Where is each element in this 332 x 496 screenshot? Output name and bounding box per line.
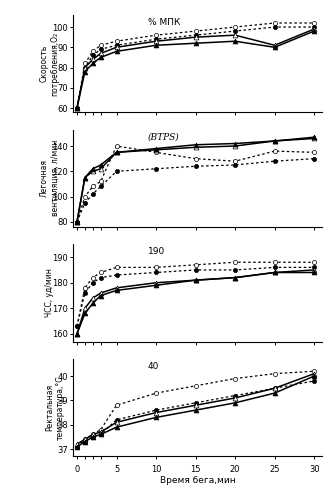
Text: 40: 40 xyxy=(148,362,159,371)
Y-axis label: Скорость
потребления,О₂: Скорость потребления,О₂ xyxy=(40,31,59,96)
Y-axis label: ЧСС, уд/мин: ЧСС, уд/мин xyxy=(45,268,54,317)
X-axis label: Время бега,мин: Время бега,мин xyxy=(160,477,235,486)
Text: (BTPS): (BTPS) xyxy=(148,132,180,141)
Y-axis label: Легочная
вентиляция, л/мин: Легочная вентиляция, л/мин xyxy=(40,140,59,216)
Text: % МПК: % МПК xyxy=(148,18,180,27)
Y-axis label: Ректальная
температура,°С: Ректальная температура,°С xyxy=(45,375,64,440)
Text: 190: 190 xyxy=(148,248,165,256)
